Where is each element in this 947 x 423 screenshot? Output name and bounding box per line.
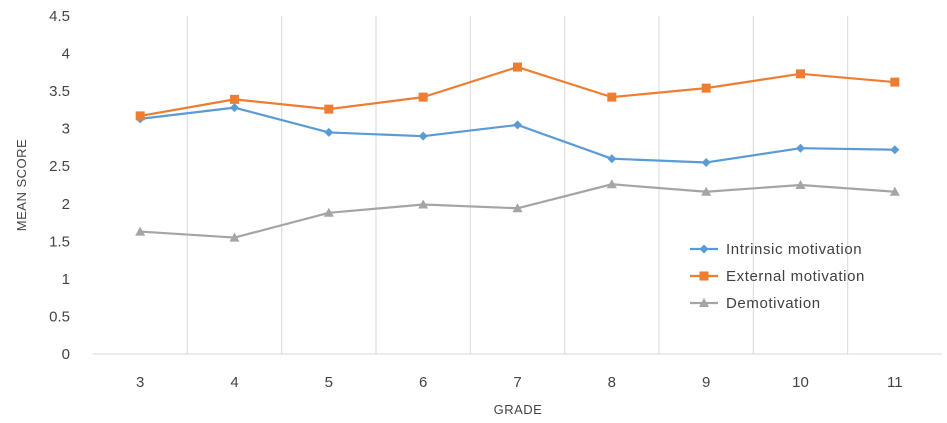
data-point [230,94,239,104]
data-point [418,199,429,209]
x-tick-label: 9 [702,374,710,391]
data-point [513,62,522,72]
x-tick-label: 7 [513,374,521,391]
x-axis-label: GRADE [494,402,543,417]
legend-label: Demotivation [726,295,821,312]
data-point [701,83,711,93]
legend-item: Demotivation [690,295,821,312]
y-tick-label: 1 [62,271,70,288]
legend: Intrinsic motivation External motivation D… [690,241,865,312]
y-tick-label: 3 [62,121,70,138]
y-tick-labels: 0 0.5 1 1.5 2 2.5 3 3.5 4 4.5 [49,8,70,363]
data-point [418,92,428,102]
data-point [135,226,146,236]
data-point [324,127,334,137]
series-square [135,62,900,121]
gridlines [186,16,849,354]
legend-label: External motivation [726,268,865,285]
x-tick-label: 4 [230,374,238,391]
x-tick-labels: 3 4 5 6 7 8 9 10 11 [136,374,903,391]
x-tick-label: 3 [136,374,144,391]
y-tick-label: 2 [62,196,70,213]
x-tick-label: 8 [608,374,616,391]
x-tick-label: 10 [792,374,809,391]
x-tick-label: 6 [419,374,427,391]
legend-label: Intrinsic motivation [726,241,862,258]
series-diamond [135,103,900,167]
y-tick-label: 0.5 [49,308,70,325]
data-point [890,77,900,87]
data-point [607,154,617,164]
data-point [796,69,805,79]
series-line [140,106,895,164]
x-tick-label: 5 [325,374,333,391]
data-point [513,120,522,130]
data-point [889,186,900,196]
legend-marker [699,298,709,307]
data-point [512,203,523,213]
x-tick-label: 11 [887,374,903,391]
y-tick-label: 4 [62,46,70,63]
series-line [139,65,895,117]
data-point [701,157,711,167]
y-tick-label: 3.5 [49,83,70,100]
data-point [796,143,805,153]
y-axis-label: MEAN SCORE [14,139,29,231]
y-tick-label: 1.5 [49,233,70,250]
y-tick-label: 2.5 [49,158,70,175]
data-point [701,186,712,196]
legend-item: Intrinsic motivation [690,241,862,258]
data-point [230,103,239,113]
legend-marker [699,271,709,281]
legend-marker [699,244,709,254]
series-lines [135,62,900,242]
y-tick-label: 4.5 [49,8,70,25]
data-point [229,232,240,242]
data-point [135,111,145,121]
data-point [418,131,428,141]
data-point [890,145,900,155]
data-point [795,180,806,189]
data-point [607,92,617,102]
data-point [323,207,334,217]
series-triangle [135,179,900,242]
legend-item: External motivation [690,268,865,285]
data-point [606,179,617,189]
data-point [324,104,334,114]
y-tick-label: 0 [62,346,70,363]
